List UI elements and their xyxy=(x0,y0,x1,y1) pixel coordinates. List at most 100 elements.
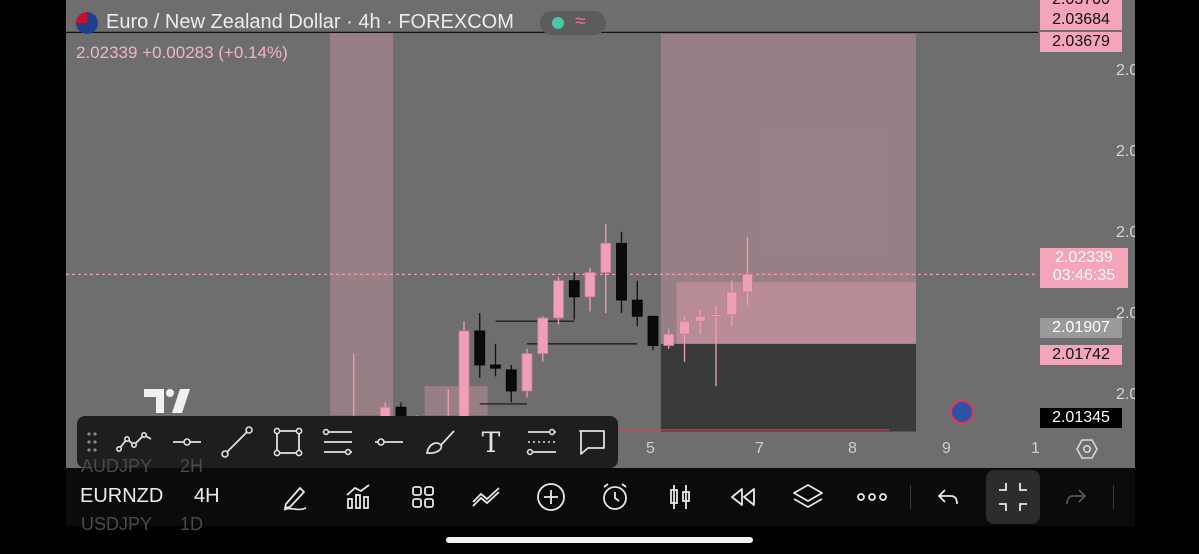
alerts-button[interactable] xyxy=(595,477,635,517)
candle-body xyxy=(521,353,533,392)
chart-type-button[interactable] xyxy=(660,477,700,517)
exit-fullscreen-button[interactable] xyxy=(986,470,1040,524)
pen-icon xyxy=(283,487,307,511)
candles-icon xyxy=(670,485,690,509)
collapse-icon xyxy=(999,483,1027,511)
price-axis-tick: 2.01500 xyxy=(1116,386,1135,403)
replay-button[interactable] xyxy=(723,477,763,517)
more-dots-icon xyxy=(857,493,887,501)
indicators-button[interactable] xyxy=(338,477,378,517)
trend-line-icon[interactable] xyxy=(215,416,259,468)
candle-body xyxy=(679,320,690,335)
candle-body xyxy=(631,299,643,317)
toolbar-divider xyxy=(1113,485,1114,509)
price-label-pink[interactable]: 2.01742 xyxy=(1040,345,1122,365)
candle-body xyxy=(474,330,486,366)
time-axis-tick: 1 xyxy=(1031,440,1040,457)
time-axis-tick: 5 xyxy=(646,440,655,457)
text-icon[interactable]: T xyxy=(469,416,513,468)
add-button[interactable] xyxy=(531,477,571,517)
crosshair-price-label: 2.01345 xyxy=(1040,408,1122,428)
candle-body xyxy=(616,242,627,301)
position-zone xyxy=(424,386,488,416)
brush-icon[interactable] xyxy=(418,416,462,468)
candle-body xyxy=(584,272,596,298)
data-delay-icon: ≈ xyxy=(575,11,586,32)
text-tool-glyph: T xyxy=(481,425,501,459)
time-axis-tick: 8 xyxy=(848,440,857,457)
callout-icon[interactable] xyxy=(570,416,614,468)
candlestick-chart[interactable] xyxy=(66,0,1135,468)
position-zone xyxy=(676,282,916,344)
prev-symbol: AUDJPY xyxy=(81,456,153,476)
price-axis-tick: 2.02500 xyxy=(1116,224,1135,241)
price-axis-tick: 2.03500 xyxy=(1116,62,1135,79)
next-interval: 1D xyxy=(180,514,204,534)
candle-body xyxy=(663,333,675,346)
compare-icon xyxy=(472,487,500,507)
time-axis-tick: 9 xyxy=(942,440,951,457)
redo-icon xyxy=(1066,489,1087,505)
symbol-selector[interactable]: EURNZD xyxy=(80,485,164,507)
candle-body xyxy=(490,364,501,369)
chart-area[interactable]: Euro / New Zealand Dollar · 4h · FOREXCO… xyxy=(66,0,1135,468)
prev-interval: 2H xyxy=(180,456,204,476)
price-axis-tick: 2.02000 xyxy=(1116,305,1135,322)
position-zone xyxy=(660,34,916,344)
symbol-title[interactable]: Euro / New Zealand Dollar · 4h · FOREXCO… xyxy=(106,11,514,33)
watchlist-prev[interactable]: AUDJPY 2H xyxy=(81,456,203,477)
eu-nz-flag-icon xyxy=(76,12,98,34)
candle-body xyxy=(726,291,738,316)
home-indicator xyxy=(446,537,753,543)
next-symbol: USDJPY xyxy=(81,514,153,534)
undo-icon xyxy=(937,489,958,505)
candle-body xyxy=(647,315,659,346)
price-label-top[interactable]: 2.03700 xyxy=(1040,0,1122,10)
candle-body xyxy=(505,369,517,392)
candle-body xyxy=(742,273,753,293)
drawing-tools-button[interactable] xyxy=(275,477,315,517)
price-label-stop-a[interactable]: 2.03684 xyxy=(1040,10,1122,30)
current-price-label[interactable]: 2.02339 03:46:35 xyxy=(1040,248,1128,288)
watchlist-next[interactable]: USDJPY 1D xyxy=(81,514,203,535)
horizontal-ray-icon[interactable] xyxy=(165,416,209,468)
price-label-stop-b[interactable]: 2.03679 xyxy=(1040,32,1122,52)
object-tree-button[interactable] xyxy=(788,477,828,517)
toolbar-divider xyxy=(910,485,911,509)
price-label-gray[interactable]: 2.01907 xyxy=(1040,318,1122,338)
candle-body xyxy=(553,280,564,319)
fib-retracement-icon[interactable] xyxy=(315,416,359,468)
rectangle-icon[interactable] xyxy=(266,416,310,468)
compare-button[interactable] xyxy=(466,477,506,517)
plus-circle-icon xyxy=(537,483,565,511)
redo-button[interactable] xyxy=(1056,477,1096,517)
trend-tools-icon[interactable] xyxy=(113,416,157,468)
position-zone xyxy=(660,343,916,432)
interval-selector[interactable]: 4H xyxy=(194,485,220,507)
candle-body xyxy=(458,330,470,428)
market-status-pill[interactable]: ≈ xyxy=(540,11,606,35)
bar-countdown: 03:46:35 xyxy=(1052,267,1116,284)
drag-handle-icon[interactable] xyxy=(85,430,99,454)
current-price: 2.02339 xyxy=(1055,249,1113,266)
time-axis-tick: 7 xyxy=(755,440,764,457)
bottom-toolbar: AUDJPY 2H EURNZD 4H USDJPY 1D xyxy=(66,456,1135,534)
horizontal-line-icon[interactable] xyxy=(367,416,411,468)
more-button[interactable] xyxy=(852,477,892,517)
candle-body xyxy=(568,280,580,298)
layouts-button[interactable] xyxy=(403,477,443,517)
price-axis-tick: 2.03000 xyxy=(1116,143,1135,160)
chart-settings-hexagon-icon[interactable] xyxy=(1076,438,1098,460)
undo-button[interactable] xyxy=(928,477,968,517)
indicators-icon xyxy=(346,484,370,509)
market-open-icon xyxy=(552,17,564,29)
parallel-channel-icon[interactable] xyxy=(519,416,563,468)
candle-body xyxy=(694,315,706,322)
position-zone xyxy=(330,32,394,416)
layers-icon xyxy=(793,484,823,508)
alarm-clock-icon xyxy=(603,483,627,510)
eu-flag-event-icon[interactable] xyxy=(950,400,974,424)
rewind-icon xyxy=(731,488,755,506)
candle-body xyxy=(710,314,722,318)
tradingview-logo[interactable] xyxy=(144,389,190,413)
